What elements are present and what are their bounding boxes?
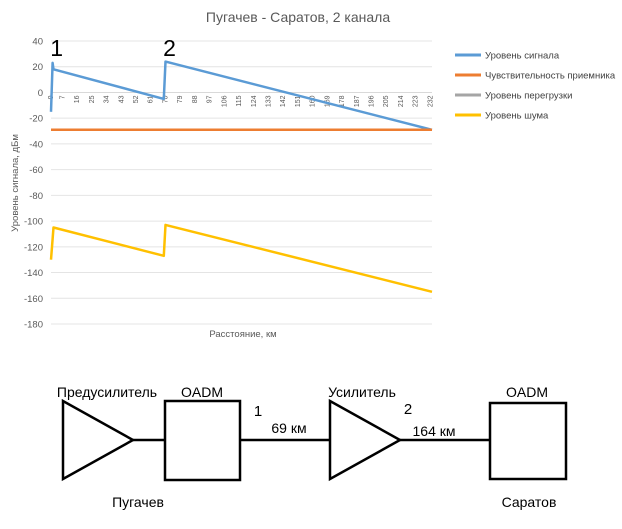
x-tick-label: 223 — [413, 95, 420, 107]
x-tick-labels: 0 7 16 25 34 43 52 61 70 79 88 97 106 115 124 133 142 151… — [48, 95, 434, 107]
x-tick-label: 7 — [59, 95, 66, 99]
y-tick-label: -160 — [24, 294, 43, 305]
preamplifier-triangle — [61, 398, 136, 482]
x-tick-label: 61 — [148, 95, 155, 103]
x-tick-label: 178 — [339, 95, 346, 107]
city-left: Пугачев — [112, 494, 164, 510]
span-1-length: 69 км — [271, 420, 306, 436]
chart: Пугачев - Саратов, 2 канала 40 20 0 -20 -40 -… — [10, 9, 616, 340]
x-tick-label: 205 — [383, 95, 390, 107]
point-2-label: 2 — [404, 401, 412, 418]
y-tick-label: -140 — [24, 268, 43, 279]
grid — [51, 40, 432, 325]
x-tick-label: 25 — [89, 95, 96, 103]
x-tick-label: 196 — [368, 95, 375, 107]
series-lines — [49, 60, 433, 294]
city-right: Саратов — [502, 494, 557, 510]
network-diagram: Предусилитель OADM Усилитель OADM 1 2 69… — [57, 384, 568, 510]
left-oadm-box — [163, 399, 242, 482]
amplifier-triangle — [328, 398, 403, 482]
y-axis-label: Уровень сигнала, дБм — [10, 134, 21, 232]
y-tick-label: -20 — [29, 114, 43, 125]
x-tick-label: 43 — [118, 95, 125, 103]
x-tick-label: 70 — [162, 95, 169, 103]
amplifier-label: Усилитель — [328, 384, 396, 400]
x-tick-label: 214 — [398, 95, 405, 107]
x-tick-label: 187 — [354, 95, 361, 107]
y-tick-label: 40 — [32, 37, 43, 48]
legend-entry: Чувствительность приемника — [485, 71, 616, 82]
x-tick-label: 106 — [221, 95, 228, 107]
legend-entry: Уровень перегрузки — [485, 91, 572, 102]
x-tick-label: 88 — [192, 95, 199, 103]
x-tick-label: 34 — [104, 95, 111, 103]
legend: Уровень сигнала Чувствительность приемник… — [455, 51, 616, 122]
y-tick-label: -180 — [24, 320, 43, 331]
right-oadm-box — [488, 401, 568, 481]
y-tick-label: -120 — [24, 242, 43, 253]
y-tick-label: 0 — [38, 88, 43, 99]
legend-entry: Уровень шума — [485, 111, 549, 122]
y-tick-label: 20 — [32, 62, 43, 73]
x-tick-label: 124 — [251, 95, 258, 107]
x-tick-label: 52 — [133, 95, 140, 103]
span-2-length: 164 км — [413, 423, 456, 439]
x-tick-label: 133 — [265, 95, 272, 107]
right-oadm-label: OADM — [506, 384, 548, 400]
legend-entry: Уровень сигнала — [485, 51, 560, 62]
x-tick-label: 97 — [207, 95, 214, 103]
x-tick-label: 232 — [427, 95, 434, 107]
x-tick-label: 79 — [177, 95, 184, 103]
y-tick-labels: 40 20 0 -20 -40 -60 -80 -100 -120 -140 -160 -180 — [24, 37, 43, 331]
point-1-label: 1 — [254, 403, 262, 420]
x-tick-label: 151 — [295, 95, 302, 107]
y-tick-label: -100 — [24, 217, 43, 228]
chart-title: Пугачев - Саратов, 2 канала — [206, 9, 390, 25]
x-tick-label: 169 — [324, 95, 331, 107]
series-line-1 — [49, 60, 433, 132]
series-line-4 — [49, 223, 433, 294]
x-axis-label: Расстояние, км — [209, 329, 276, 340]
y-tick-label: -80 — [29, 191, 43, 202]
x-tick-label: 16 — [74, 95, 81, 103]
y-tick-label: -60 — [29, 165, 43, 176]
x-tick-label: 142 — [280, 95, 287, 107]
y-tick-label: -40 — [29, 139, 43, 150]
x-tick-label: 115 — [236, 95, 243, 106]
x-tick-label: 160 — [310, 95, 317, 107]
chart-marker-2: 2 — [163, 35, 176, 61]
left-oadm-label: OADM — [181, 384, 223, 400]
chart-marker-1: 1 — [50, 35, 63, 61]
preamplifier-label: Предусилитель — [57, 384, 157, 400]
